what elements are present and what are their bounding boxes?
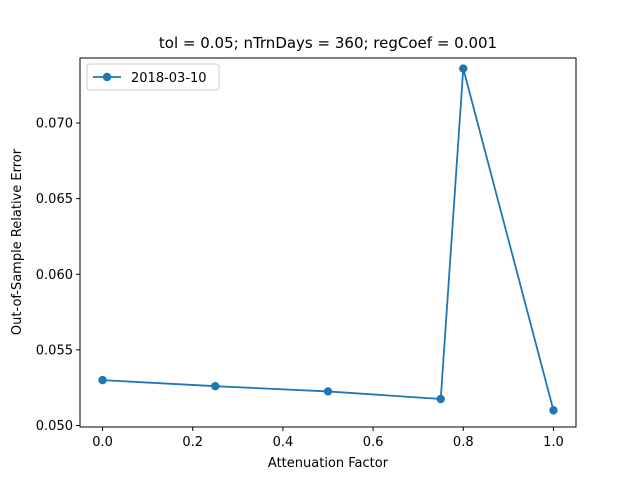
chart-title: tol = 0.05; nTrnDays = 360; regCoef = 0.…	[159, 34, 497, 52]
x-tick-label: 0.2	[182, 435, 203, 450]
axes-frame	[79, 57, 577, 428]
legend-marker-swatch	[102, 72, 112, 82]
y-tick-label: 0.055	[36, 343, 73, 358]
x-axis-label: Attenuation Factor	[268, 456, 389, 471]
x-tick-label: 0.6	[363, 435, 384, 450]
data-point	[323, 387, 333, 396]
y-tick-label: 0.070	[36, 117, 73, 132]
y-tick-label: 0.050	[36, 419, 73, 434]
data-point	[436, 394, 445, 404]
data-point	[459, 64, 468, 73]
data-point	[98, 375, 107, 385]
legend-box	[86, 63, 220, 91]
x-tick-label: 0.4	[273, 435, 294, 450]
y-tick-label: 0.065	[36, 192, 73, 207]
legend: 2018-03-10	[86, 63, 220, 91]
x-tick-label: 0.8	[453, 435, 474, 450]
y-axis-label: Out-of-Sample Relative Error	[10, 148, 25, 335]
y-tick-label: 0.060	[36, 268, 73, 283]
plot-area: 0.0 0.2 0.4 0.6 0.8 1.0 0.050 0.055 0.060 0.065 0.…	[36, 64, 564, 450]
x-tick-label: 1.0	[543, 435, 564, 450]
legend-label: 2018-03-10	[131, 71, 207, 86]
data-point	[211, 381, 220, 391]
data-point	[549, 406, 558, 415]
series-line	[102, 67, 555, 411]
x-tick-label: 0.0	[92, 435, 113, 450]
